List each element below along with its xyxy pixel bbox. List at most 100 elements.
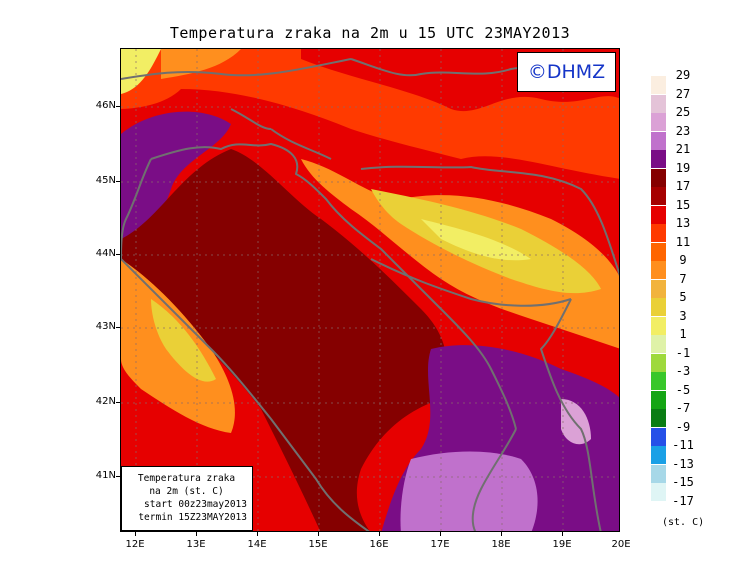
legend-label: -9 [675,419,691,434]
legend-swatch [651,483,666,501]
coastline-albania [471,428,517,531]
legend-swatch [651,390,666,409]
legend-label: 9 [679,253,687,267]
lon-label-20e: 20E [611,539,631,550]
lon-tick [440,532,441,536]
legend-label: -15 [672,475,694,489]
legend-swatch [651,427,666,446]
field-southeast-hot [400,451,538,531]
border-sava [360,165,619,277]
info-line-2: na 2m (st. C) [149,486,224,497]
lon-label-14e: 14E [247,539,267,550]
legend-label: 21 [675,142,691,156]
info-box: Temperatura zraka na 2m (st. C) start 00… [121,466,253,531]
legend-swatch [651,279,666,298]
lat-label-41n: 41N [95,470,116,481]
legend-swatch [651,409,666,427]
legend-swatch [651,76,666,94]
legend-swatch [651,316,666,335]
legend-label: 3 [679,308,687,323]
lon-tick [562,532,563,536]
legend-label: -17 [672,493,694,508]
field-italy-cool [151,299,216,382]
lat-label-44n: 44N [95,248,116,259]
lat-tick [116,327,120,328]
info-line-1: Temperatura zraka [137,473,236,484]
legend-label: 1 [679,327,687,341]
legend-label: 5 [679,290,687,304]
legend-label: 11 [675,234,691,249]
lat-label-45n: 45N [95,175,116,186]
info-line-4: termin 15Z23MAY2013 [138,512,247,523]
legend-swatch [651,187,666,205]
border-bih [370,258,572,307]
lon-tick [501,532,502,536]
field-dinaric-coolest [421,219,531,261]
legend-swatch [651,224,666,242]
lat-tick [116,181,120,182]
lon-tick [318,532,319,536]
field-adriatic [121,149,447,531]
legend-label: 7 [679,271,687,286]
legend-label: -11 [672,438,694,452]
legend-label: -7 [675,401,691,415]
coastline-italy-east [121,258,370,531]
lat-tick [116,402,120,403]
legend-unit: (st. C) [662,517,705,528]
coastline-north-italy [121,158,152,260]
map-title: Temperatura zraka na 2m u 15 UTC 23MAY20… [169,24,571,42]
info-line-3: start 00z23may2013 [144,499,247,510]
lon-label-19e: 19E [552,539,572,550]
lon-tick [379,532,380,536]
border-slovenia [230,108,332,160]
temperature-map [120,48,620,532]
coastline-east-adriatic [150,143,517,430]
legend-label: 15 [675,197,691,212]
legend-label: 25 [675,105,691,119]
legend-label: 23 [675,123,691,138]
lat-label-42n: 42N [95,396,116,407]
legend-swatch [651,464,666,483]
lat-tick [116,254,120,255]
legend-label: 19 [675,160,691,175]
dhmz-watermark: ©DHMZ [517,52,616,92]
legend-swatch [651,131,666,150]
legend-swatch [651,168,666,187]
lat-label-46n: 46N [95,100,116,111]
border-serbia [540,298,602,531]
lat-tick [116,106,120,107]
legend-swatch [651,150,666,168]
legend-swatch [651,446,666,464]
temperature-field [121,49,619,531]
legend-label: 17 [675,179,691,193]
lat-tick [116,476,120,477]
legend-label: 27 [675,86,691,101]
legend-swatch [651,94,666,113]
lat-label-43n: 43N [95,321,116,332]
lon-label-13e: 13E [186,539,206,550]
legend-swatch [651,205,666,224]
lon-label-16e: 16E [369,539,389,550]
legend-label: -13 [672,456,694,471]
lon-label-17e: 17E [430,539,450,550]
legend-swatch [651,353,666,372]
lon-tick [196,532,197,536]
legend-swatch [651,242,666,261]
border-alps [121,58,352,80]
legend-swatch [651,298,666,316]
legend-swatch [651,372,666,390]
legend-swatch [651,261,666,279]
legend-label: -1 [675,345,691,360]
legend-swatch [651,113,666,131]
lon-tick [135,532,136,536]
legend-label: 29 [675,68,691,82]
lon-label-12e: 12E [125,539,145,550]
legend-label: 13 [675,216,691,230]
lon-label-18e: 18E [491,539,511,550]
legend-swatch [651,335,666,353]
legend-label: -3 [675,364,691,378]
lon-tick [257,532,258,536]
legend-label: -5 [675,382,691,397]
field-alps-cool [121,49,161,94]
field-po-valley [121,111,231,239]
